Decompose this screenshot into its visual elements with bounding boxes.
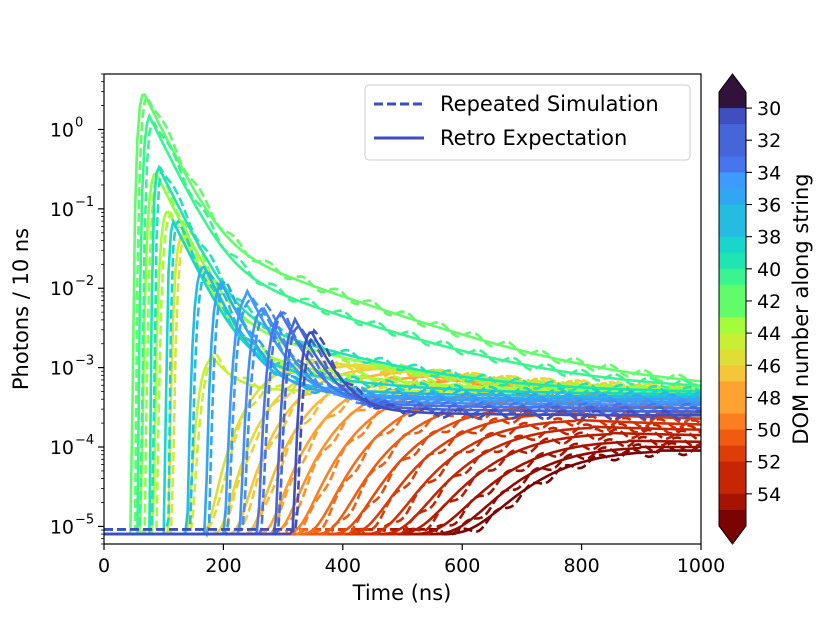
colorbar-band <box>719 92 746 109</box>
colorbar-band <box>719 365 746 382</box>
colorbar-extend-bottom <box>719 526 746 544</box>
colorbar-tick-label: 34 <box>757 162 781 184</box>
y-tick-label: 10 <box>50 358 74 380</box>
colorbar-tick-label: 52 <box>757 452 781 474</box>
colorbar: 30 32 34 36 38 40 42 44 46 48 50 52 54 DOM number al… <box>718 73 813 545</box>
legend-label-simulation: Repeated Simulation <box>440 92 659 116</box>
colorbar-band <box>719 268 746 286</box>
colorbar-band <box>719 445 746 463</box>
y-tick-exponent: 0 <box>75 115 83 130</box>
colorbar-band <box>719 333 746 350</box>
colorbar-tick-label: 40 <box>757 259 781 281</box>
colorbar-ticks: 30 32 34 36 38 40 42 44 46 48 50 52 54 <box>746 98 781 506</box>
series-line-dom-24-solid <box>104 330 701 536</box>
series-line-dom-31-solid <box>104 217 701 536</box>
colorbar-band <box>719 236 746 254</box>
x-tick-label: 200 <box>205 555 241 577</box>
colorbar-band <box>719 284 746 302</box>
series-line-dom-35-dashed <box>104 164 701 535</box>
colorbar-outline <box>718 73 747 545</box>
series-line-dom-32-solid <box>104 164 701 536</box>
colorbar-tick-label: 54 <box>757 484 781 506</box>
colorbar-band <box>719 156 746 173</box>
x-tick-label: 400 <box>325 555 361 577</box>
colorbar-band <box>719 477 746 495</box>
series-line-dom-32-dashed <box>104 165 701 531</box>
colorbar-band <box>719 349 746 366</box>
colorbar-band <box>719 429 746 447</box>
colorbar-band <box>719 124 746 141</box>
y-tick-label: 10 <box>50 437 74 459</box>
plot-frame <box>103 73 702 545</box>
y-tick-exponent: −4 <box>75 433 94 448</box>
colorbar-tick-label: 46 <box>757 355 781 377</box>
x-tick-label: 800 <box>563 555 599 577</box>
x-tick-label: 1000 <box>677 555 725 577</box>
series-line-dom-35-solid <box>104 172 701 536</box>
colorbar-band <box>719 220 746 238</box>
legend-box <box>364 84 691 161</box>
colorbar-band <box>719 397 746 415</box>
colorbar-tick-label: 42 <box>757 291 781 313</box>
colorbar-tick-label: 32 <box>757 130 781 152</box>
legend: Repeated Simulation Retro Expectation <box>364 84 691 161</box>
legend-label-expectation: Retro Expectation <box>440 126 627 150</box>
colorbar-label: DOM number along string <box>789 173 813 444</box>
colorbar-band <box>719 317 746 334</box>
colorbar-band <box>719 381 746 399</box>
colorbar-extend-top <box>719 74 746 92</box>
colorbar-band <box>719 300 746 318</box>
colorbar-band <box>719 461 746 479</box>
colorbar-band <box>719 172 746 190</box>
colorbar-tick-label: 30 <box>757 98 781 120</box>
colorbar-tick-label: 44 <box>757 323 781 345</box>
colorbar-band <box>719 140 746 157</box>
colorbar-band <box>719 509 746 527</box>
x-axis: 0 200 400 600 800 1000 <box>98 544 725 577</box>
colorbar-band <box>719 188 746 206</box>
y-tick-exponent: −1 <box>75 195 94 210</box>
colorbar-band <box>719 252 746 270</box>
colorbar-tick-label: 36 <box>757 195 781 217</box>
colorbar-band <box>719 108 746 125</box>
colorbar-bands <box>719 92 746 527</box>
y-tick-label: 10 <box>50 516 74 538</box>
x-tick-label: 0 <box>98 555 110 577</box>
series-group <box>104 92 701 538</box>
series-line-dom-24-dashed <box>104 328 701 534</box>
y-tick-exponent: −3 <box>75 354 94 369</box>
colorbar-band <box>719 204 746 222</box>
x-tick-label: 600 <box>444 555 480 577</box>
y-tick-label: 10 <box>50 199 74 221</box>
y-tick-label: 10 <box>50 278 74 300</box>
y-axis-label: Photons / 10 ns <box>9 228 33 390</box>
y-tick-label: 10 <box>50 119 74 141</box>
colorbar-tick-label: 48 <box>757 387 781 409</box>
colorbar-band <box>719 413 746 431</box>
series-line-dom-33-solid <box>104 112 701 536</box>
colorbar-tick-label: 38 <box>757 227 781 249</box>
colorbar-tick-label: 50 <box>757 420 781 442</box>
series-line-dom-34-solid <box>104 93 701 536</box>
y-tick-exponent: −2 <box>75 274 94 289</box>
colorbar-band <box>719 493 746 511</box>
x-axis-label: Time (ns) <box>352 581 452 605</box>
y-tick-exponent: −5 <box>75 512 94 527</box>
